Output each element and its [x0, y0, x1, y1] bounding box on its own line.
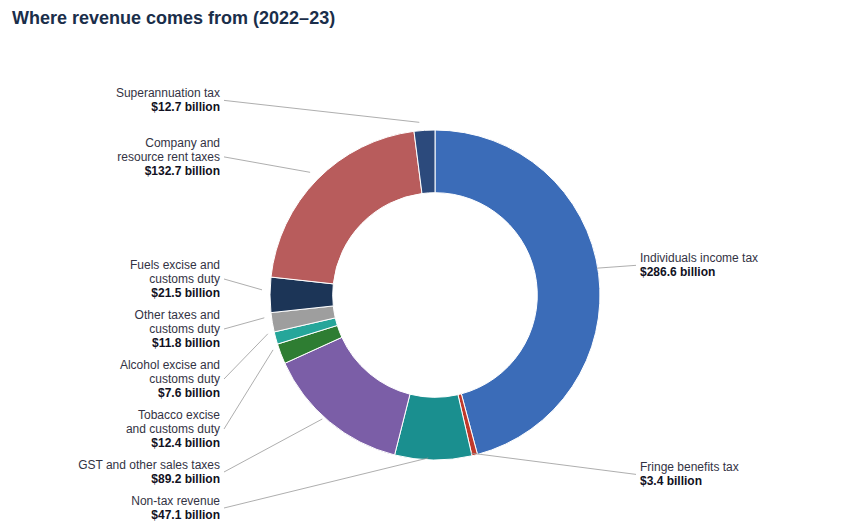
svg-text:Superannuation tax$12.7 billio: Superannuation tax$12.7 billion	[116, 86, 220, 114]
svg-text:Other taxes andcustoms duty$11: Other taxes andcustoms duty$11.8 billion	[135, 308, 220, 350]
svg-text:Non-tax revenue$47.1 billion: Non-tax revenue$47.1 billion	[131, 494, 220, 522]
svg-text:Individuals income tax$286.6 b: Individuals income tax$286.6 billion	[640, 251, 758, 279]
svg-text:Fuels excise andcustoms duty$2: Fuels excise andcustoms duty$21.5 billio…	[130, 258, 220, 300]
html-text:Where revenue comes from (2022: Where revenue comes from (2022–23)	[12, 8, 336, 28]
svg-text:Company andresource rent taxes: Company andresource rent taxes$132.7 bil…	[117, 136, 220, 178]
svg-text:Fringe benefits tax$3.4 billio: Fringe benefits tax$3.4 billion	[640, 460, 739, 488]
svg-text:GST and other sales taxes$89.2: GST and other sales taxes$89.2 billion	[78, 458, 220, 486]
svg-text:Alcohol excise andcustoms duty: Alcohol excise andcustoms duty$7.6 billi…	[120, 358, 220, 400]
svg-text:Tobacco exciseand customs duty: Tobacco exciseand customs duty$12.4 bill…	[126, 408, 220, 450]
